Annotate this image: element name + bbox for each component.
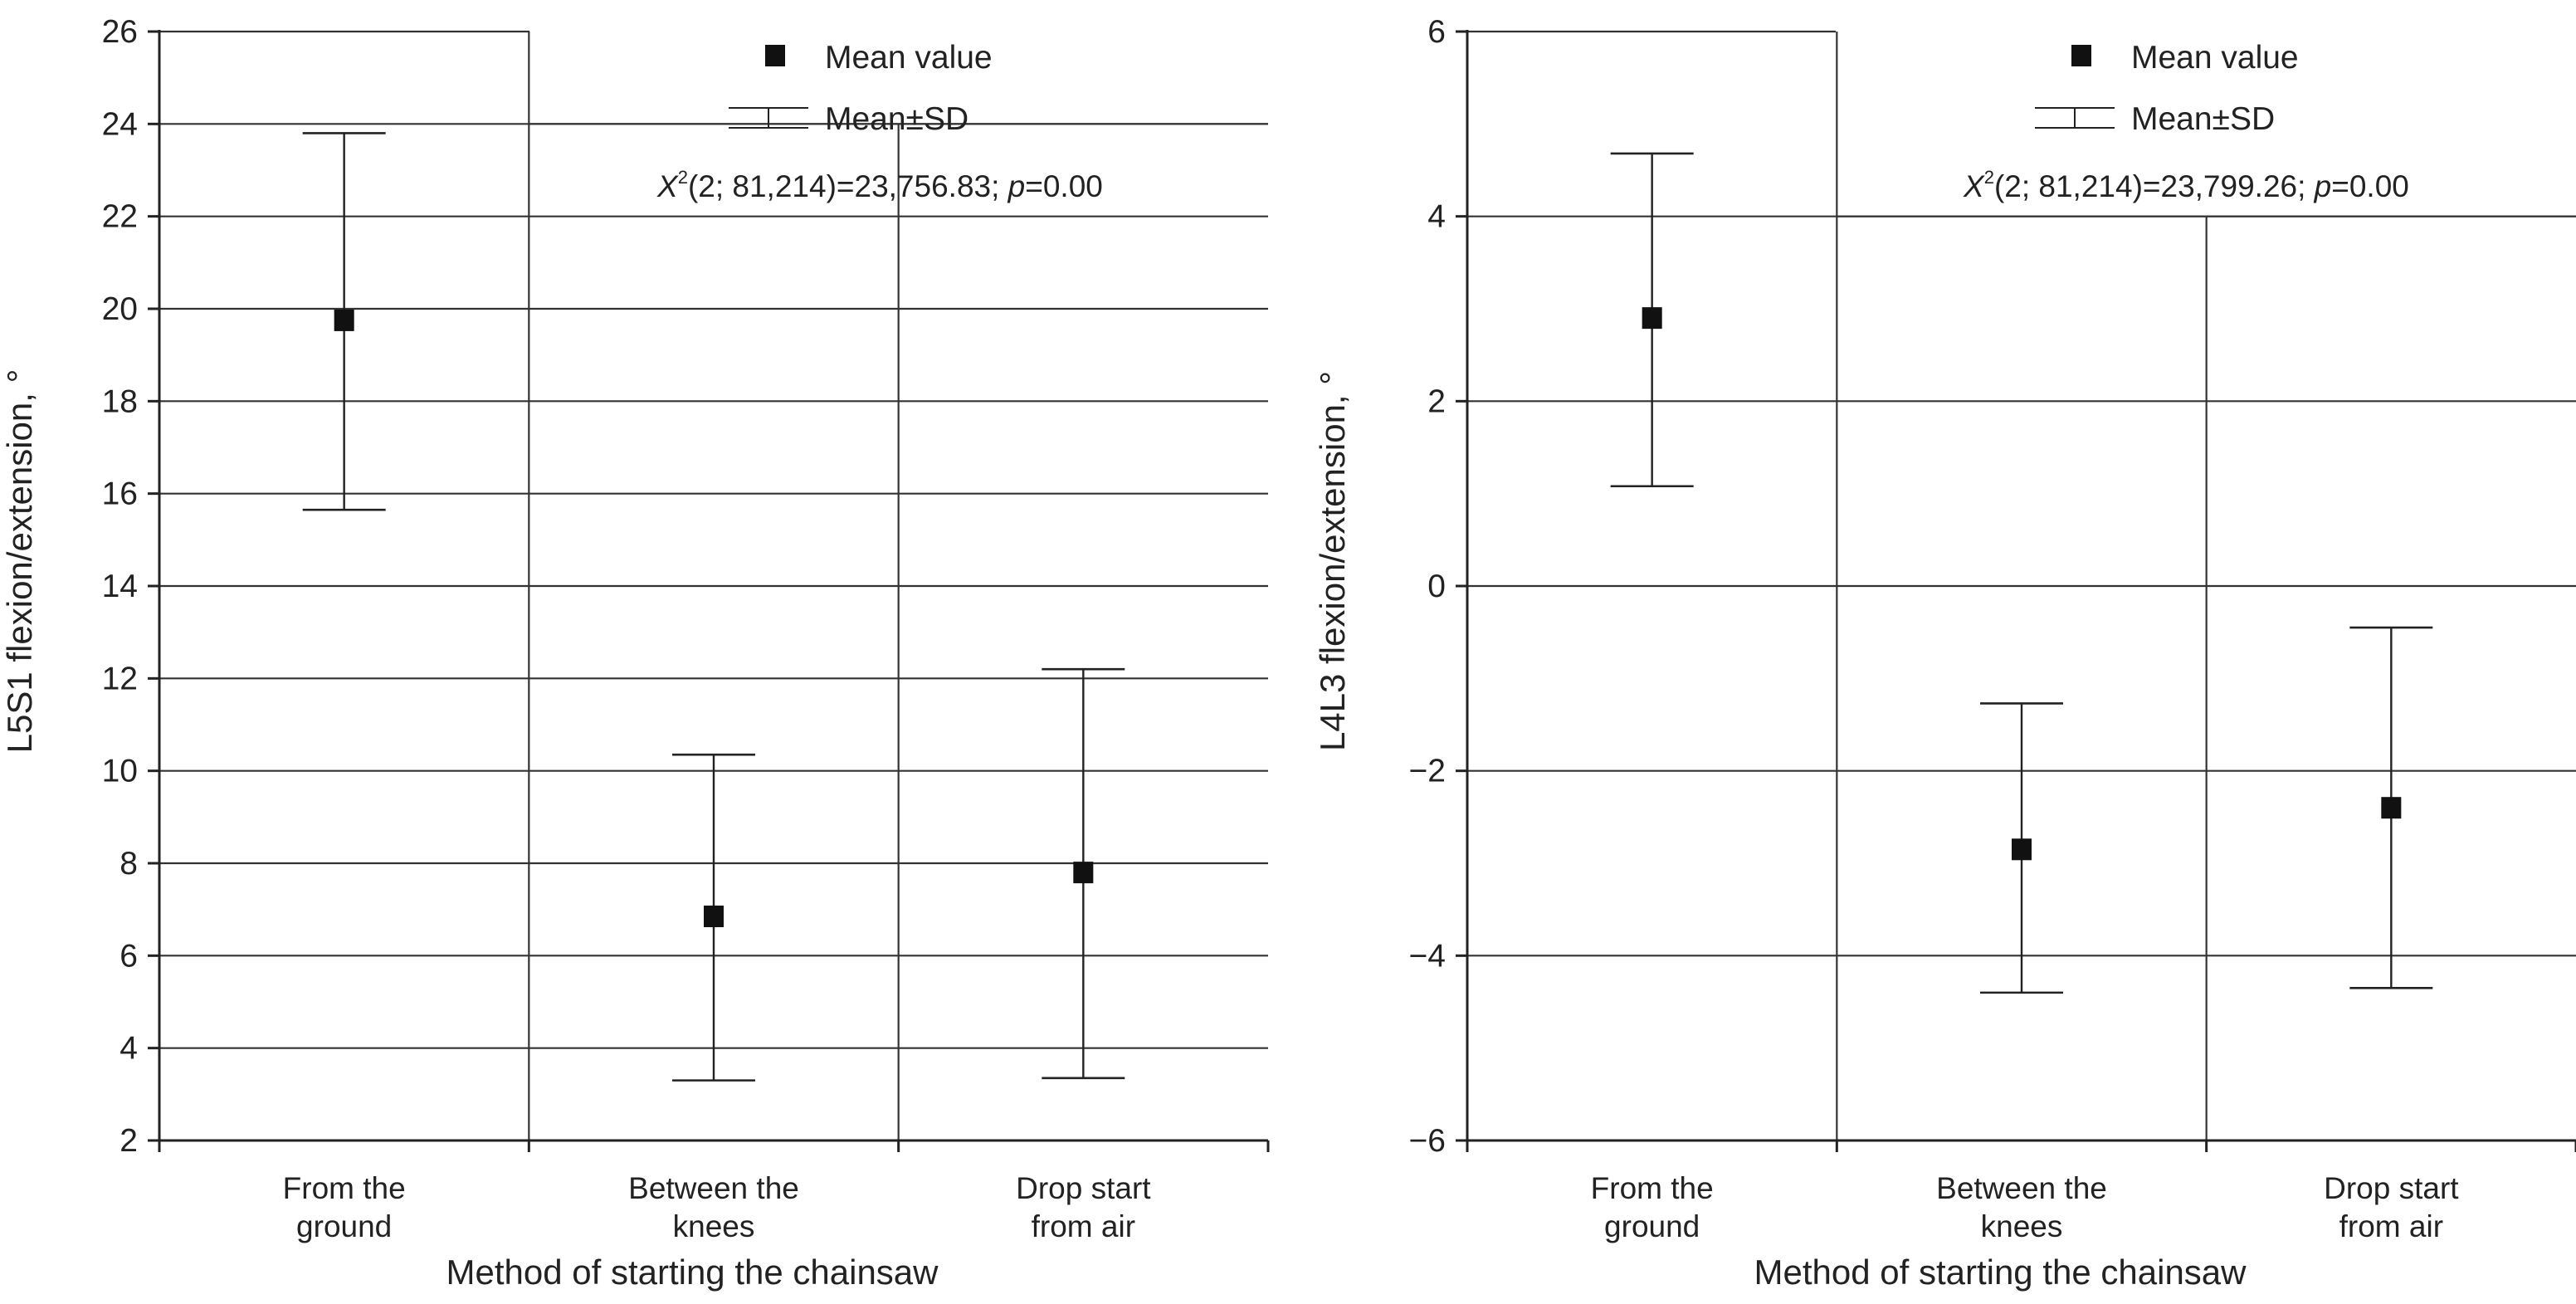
legend-sd-label: Mean±SD <box>825 101 968 137</box>
y-tick-label: 26 <box>102 14 138 50</box>
stat-annotation: X2(2; 81,214)=23,756.83; p=0.00 <box>656 167 1103 203</box>
mean-marker <box>704 906 724 928</box>
x-axis-title: Method of starting the chainsaw <box>1754 1253 2247 1292</box>
y-axis-title: L5S1 flexion/extension, ° <box>0 369 39 754</box>
legend-mean-marker <box>765 45 785 66</box>
y-tick-label: 16 <box>102 476 138 512</box>
x-tick-label: From the ground <box>1591 1171 1714 1243</box>
x-tick-label: Between the knees <box>1936 1171 2107 1243</box>
y-tick-label: 12 <box>102 661 138 696</box>
legend-mean-label: Mean value <box>2131 40 2299 76</box>
y-tick-label: 18 <box>102 383 138 419</box>
x-tick-label: Drop start from air <box>1016 1171 1151 1243</box>
y-tick-label: −6 <box>1409 1123 1446 1159</box>
y-tick-label: 14 <box>102 569 138 604</box>
y-tick-label: 8 <box>120 846 138 882</box>
mean-marker <box>334 309 354 331</box>
y-axis-title: L4L3 flexion/extension, ° <box>1313 371 1352 751</box>
y-tick-label: 22 <box>102 199 138 235</box>
chart-panel-2: −6 −4 −2 0 2 4 6 From the ground Between the knees… <box>1313 14 2576 1292</box>
y-tick-label: 24 <box>102 106 138 142</box>
y-tick-label: −2 <box>1409 754 1446 789</box>
mean-marker <box>1642 307 1662 330</box>
y-tick-label: 4 <box>1427 199 1446 235</box>
y-tick-label: 10 <box>102 754 138 789</box>
mean-marker <box>2381 797 2402 819</box>
y-tick-label: 2 <box>120 1123 138 1159</box>
legend-mean-marker <box>2071 45 2091 66</box>
legend-mean-label: Mean value <box>825 40 993 76</box>
y-tick-label: 6 <box>120 938 138 974</box>
y-tick-label: 20 <box>102 291 138 327</box>
x-tick-label: Drop start from air <box>2324 1171 2459 1243</box>
x-tick-label: Between the knees <box>628 1171 799 1243</box>
x-tick-label: From the ground <box>283 1171 406 1243</box>
y-tick-label: −4 <box>1409 938 1446 974</box>
y-tick-label: 4 <box>120 1031 138 1067</box>
mean-marker <box>1073 862 1094 884</box>
stat-annotation: X2(2; 81,214)=23,799.26; p=0.00 <box>1963 167 2409 203</box>
y-tick-label: 2 <box>1427 383 1446 419</box>
y-tick-label: 0 <box>1427 569 1446 604</box>
x-axis-title: Method of starting the chainsaw <box>446 1253 939 1292</box>
mean-marker <box>2012 838 2032 861</box>
y-tick-label: 6 <box>1427 14 1446 50</box>
legend-sd-label: Mean±SD <box>2131 101 2275 137</box>
